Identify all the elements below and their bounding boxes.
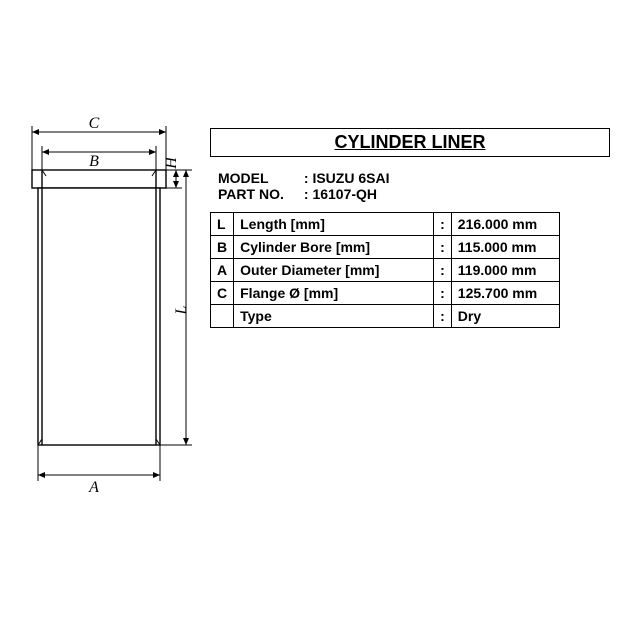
cylinder-liner-diagram: C B A L H: [0, 0, 210, 520]
spec-label: Type: [234, 305, 434, 328]
table-row: C Flange Ø [mm] : 125.700 mm: [211, 282, 560, 305]
meta-part-label: PART NO.: [218, 186, 300, 202]
spec-key: L: [211, 213, 234, 236]
dim-label-A: A: [88, 479, 99, 496]
spec-colon: :: [434, 213, 452, 236]
spec-label: Cylinder Bore [mm]: [234, 236, 434, 259]
meta-model-label: MODEL: [218, 170, 300, 186]
meta-part-row: PART NO. : 16107-QH: [218, 186, 389, 202]
dim-label-C: C: [89, 115, 100, 132]
title-text: CYLINDER LINER: [334, 132, 485, 152]
table-row: L Length [mm] : 216.000 mm: [211, 213, 560, 236]
spec-table-body: L Length [mm] : 216.000 mm B Cylinder Bo…: [211, 213, 560, 328]
spec-key: [211, 305, 234, 328]
table-row: B Cylinder Bore [mm] : 115.000 mm: [211, 236, 560, 259]
table-row: Type : Dry: [211, 305, 560, 328]
meta-block: MODEL : ISUZU 6SAI PART NO. : 16107-QH: [218, 170, 389, 202]
spec-colon: :: [434, 236, 452, 259]
meta-colon: :: [304, 186, 309, 202]
spec-table: L Length [mm] : 216.000 mm B Cylinder Bo…: [210, 212, 560, 328]
spec-label: Length [mm]: [234, 213, 434, 236]
spec-key: B: [211, 236, 234, 259]
table-row: A Outer Diameter [mm] : 119.000 mm: [211, 259, 560, 282]
spec-value: 115.000 mm: [451, 236, 559, 259]
meta-colon: :: [304, 170, 309, 186]
dim-label-L: L: [173, 305, 190, 315]
spec-value: 125.700 mm: [451, 282, 559, 305]
spec-colon: :: [434, 259, 452, 282]
spec-value: 119.000 mm: [451, 259, 559, 282]
meta-model-row: MODEL : ISUZU 6SAI: [218, 170, 389, 186]
dim-label-H: H: [163, 156, 180, 170]
meta-part-value: 16107-QH: [312, 186, 377, 202]
meta-model-value: ISUZU 6SAI: [312, 170, 389, 186]
spec-key: C: [211, 282, 234, 305]
spec-colon: :: [434, 282, 452, 305]
spec-label: Flange Ø [mm]: [234, 282, 434, 305]
title-box: CYLINDER LINER: [210, 128, 610, 157]
spec-value: 216.000 mm: [451, 213, 559, 236]
spec-value: Dry: [451, 305, 559, 328]
spec-label: Outer Diameter [mm]: [234, 259, 434, 282]
spec-colon: :: [434, 305, 452, 328]
dim-label-B: B: [89, 153, 99, 170]
spec-key: A: [211, 259, 234, 282]
